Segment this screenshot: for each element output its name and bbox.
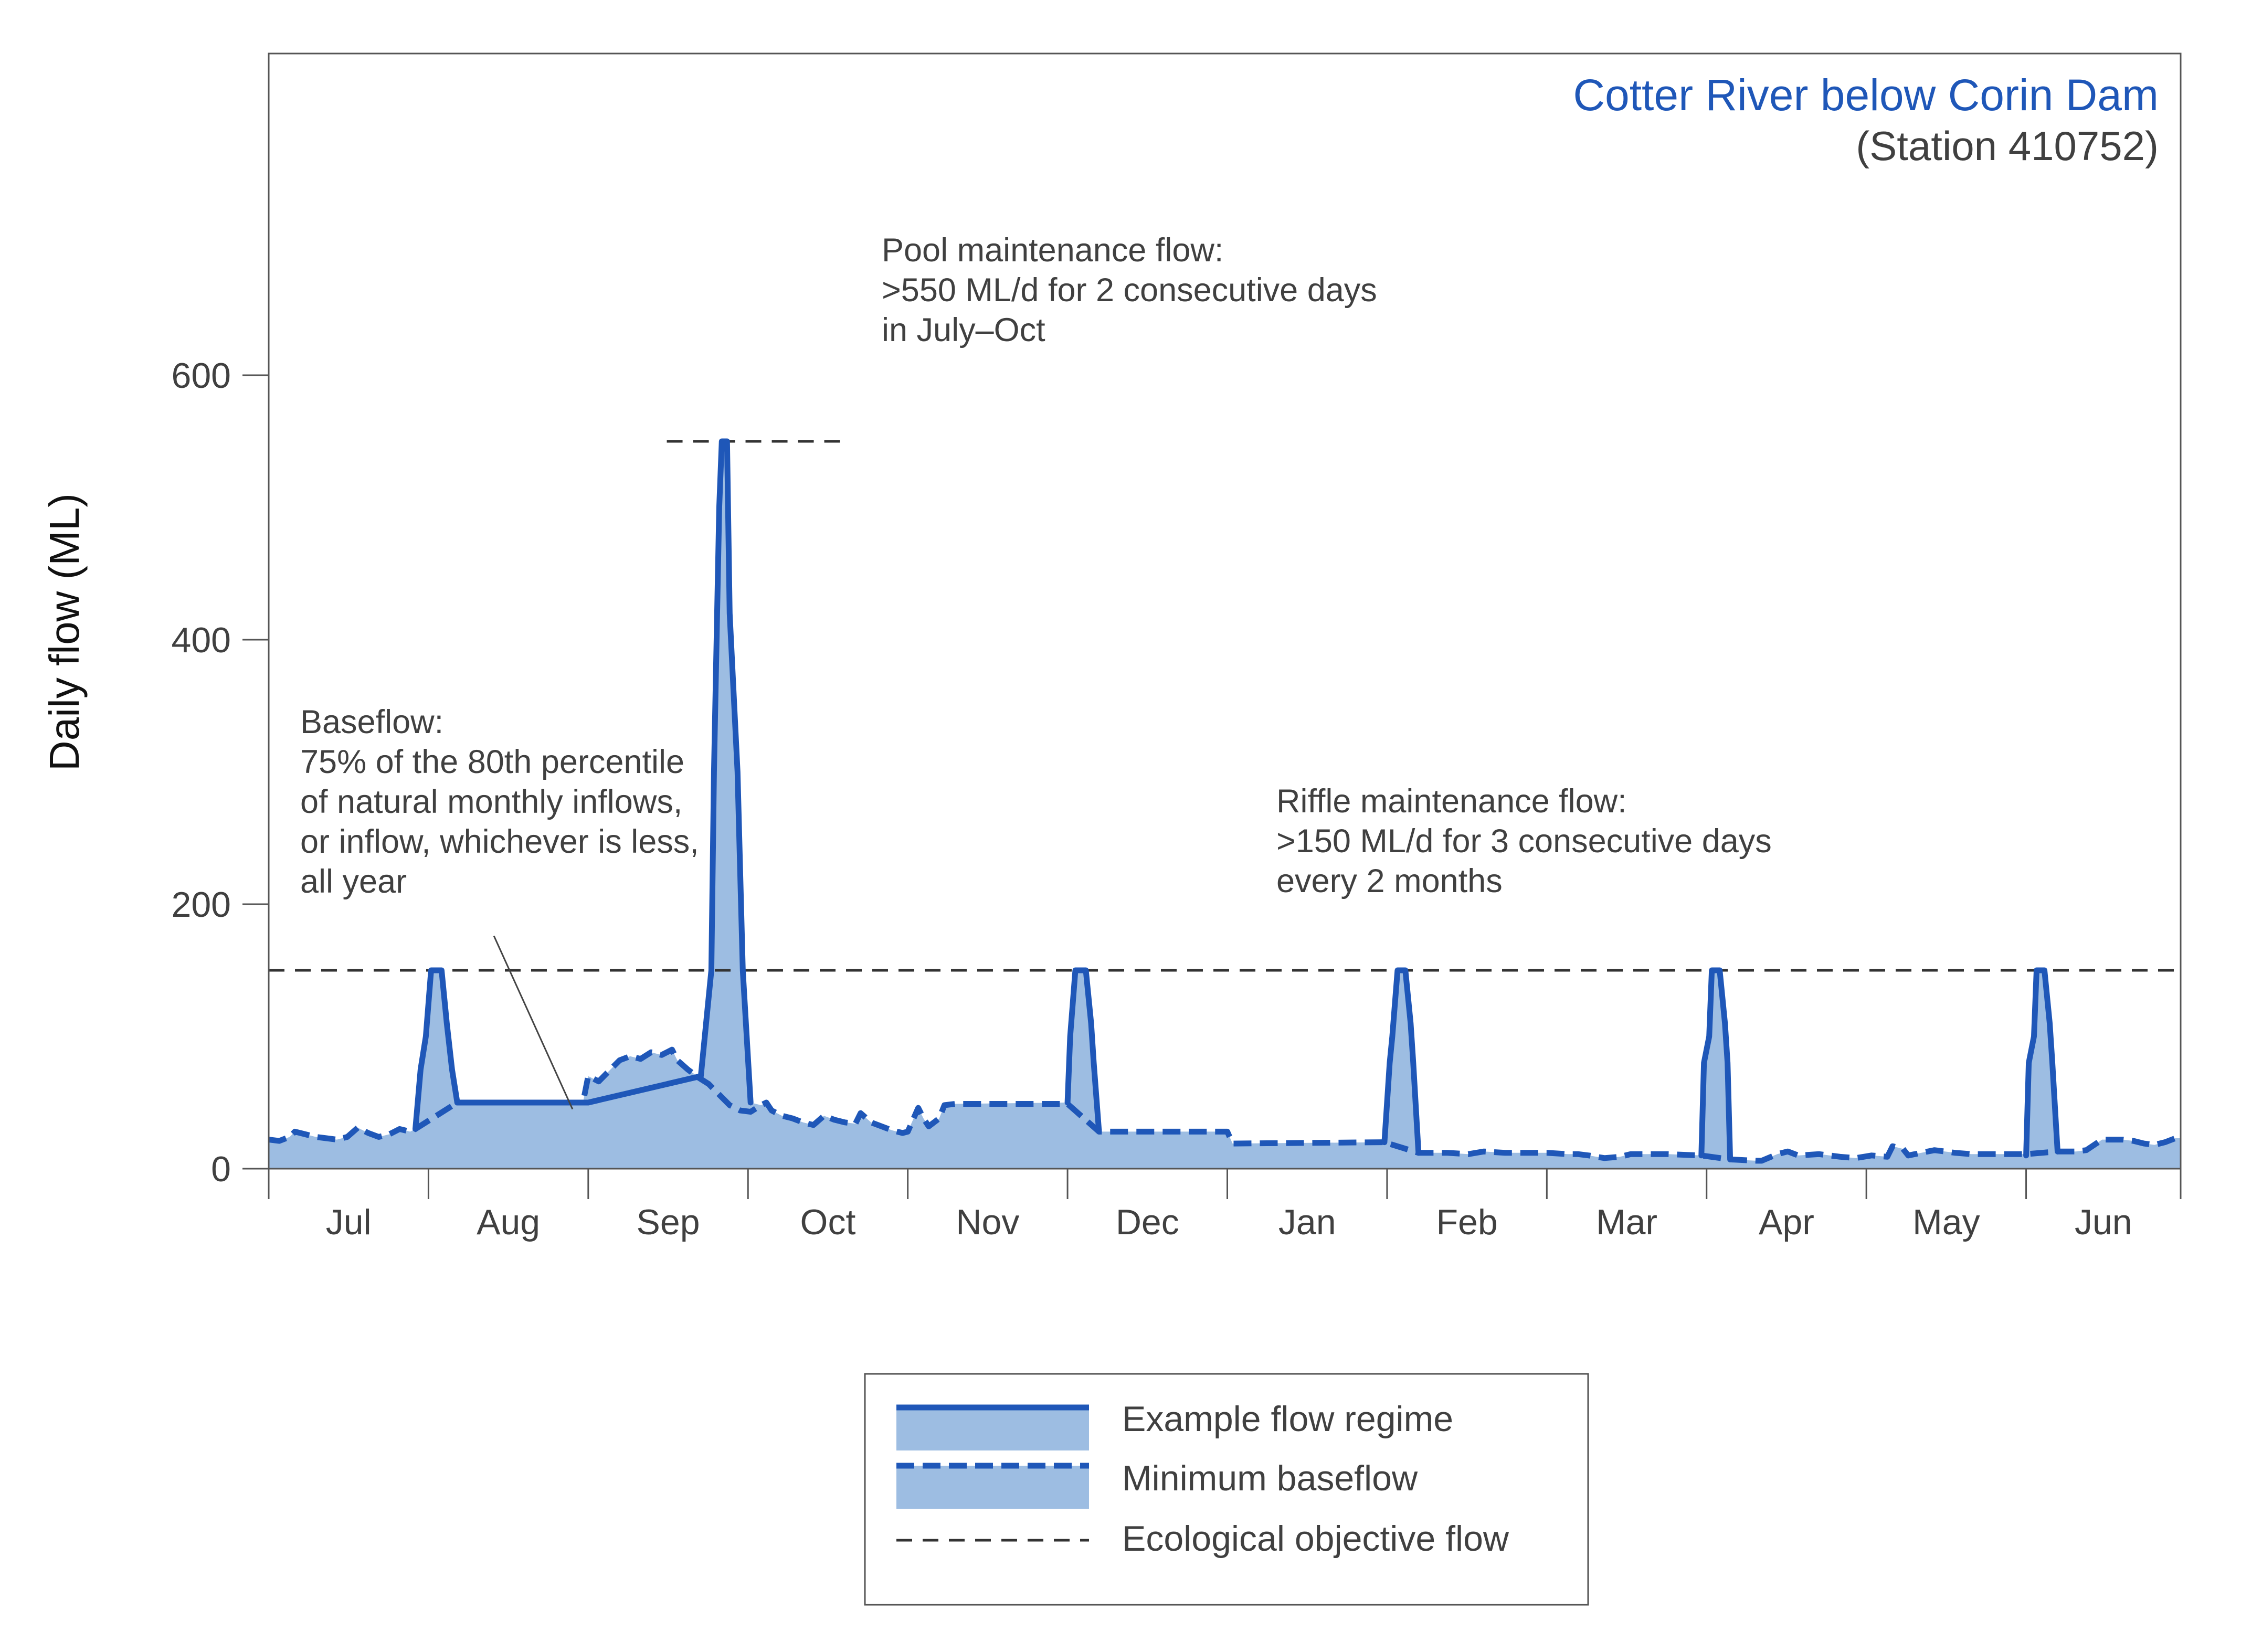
y-axis-label: Daily flow (ML) <box>41 493 88 771</box>
flow-regime-line-5 <box>2023 967 2060 1159</box>
flow-regime-line-2 <box>1064 967 1102 1135</box>
annotation-1-line-0: Baseflow: <box>300 704 443 740</box>
legend-swatch-fill-0 <box>896 1407 1089 1450</box>
legend-label-1: Minimum baseflow <box>1122 1458 1418 1498</box>
x-tick-label-4: Nov <box>956 1202 1019 1242</box>
x-tick-label-7: Feb <box>1436 1202 1498 1242</box>
legend-label-2: Ecological objective flow <box>1122 1519 1509 1559</box>
y-tick-label-2: 400 <box>172 620 231 660</box>
x-tick-label-9: Apr <box>1759 1202 1814 1242</box>
flow-regime-line-4 <box>1698 967 1733 1162</box>
annotation-0-line-1: >550 ML/d for 2 consecutive days <box>882 272 1377 309</box>
chart-title: Cotter River below Corin Dam <box>1573 70 2159 120</box>
chart-subtitle: (Station 410752) <box>1856 123 2159 169</box>
x-tick-label-10: May <box>1912 1202 1980 1242</box>
annotation-2-line-2: every 2 months <box>1276 863 1503 899</box>
annotation-2-line-1: >150 ML/d for 3 consecutive days <box>1276 823 1772 860</box>
annotation-0-line-0: Pool maintenance flow: <box>882 232 1223 269</box>
x-tick-label-0: Jul <box>326 1202 372 1242</box>
minimum-baseflow-line <box>268 1046 2181 1164</box>
flow-regime-line-3 <box>1381 967 1422 1156</box>
legend-label-0: Example flow regime <box>1122 1399 1453 1439</box>
flow-regime-line-1 <box>454 438 754 1106</box>
y-tick-label-3: 600 <box>172 356 231 396</box>
annotation-1-line-1: 75% of the 80th percentile <box>300 744 684 780</box>
legend-swatch-fill-1 <box>896 1466 1089 1509</box>
x-tick-label-3: Oct <box>800 1202 856 1242</box>
annotation-0-line-2: in July–Oct <box>882 312 1045 348</box>
x-tick-label-11: Jun <box>2075 1202 2132 1242</box>
plot-frame <box>268 52 2182 1170</box>
y-tick-label-1: 200 <box>172 885 231 925</box>
annotation-2-line-0: Riffle maintenance flow: <box>1276 783 1627 820</box>
y-tick-label-0: 0 <box>211 1149 231 1189</box>
x-tick-label-1: Aug <box>477 1202 540 1242</box>
flow-regime-line-0 <box>413 967 460 1132</box>
x-tick-label-5: Dec <box>1116 1202 1179 1242</box>
x-tick-label-8: Mar <box>1596 1202 1657 1242</box>
x-tick-label-6: Jan <box>1278 1202 1336 1242</box>
annotation-1-pointer <box>493 935 574 1110</box>
annotation-1-line-3: or inflow, whichever is less, <box>300 823 699 860</box>
annotation-1-line-4: all year <box>300 863 407 900</box>
annotation-1-line-2: of natural monthly inflows, <box>300 783 682 820</box>
x-tick-label-2: Sep <box>637 1202 700 1242</box>
